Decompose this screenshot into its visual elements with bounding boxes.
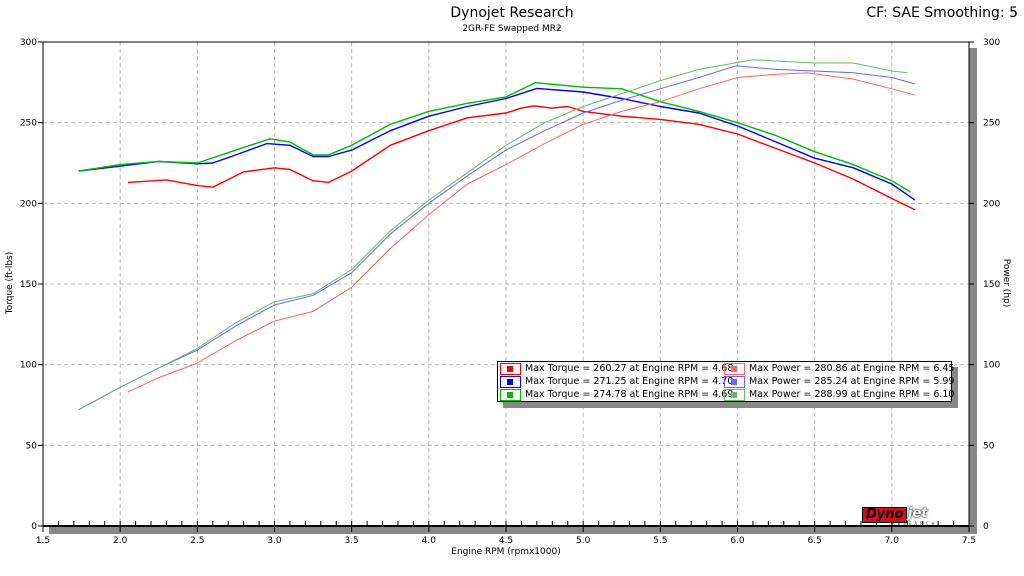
- y2-tick-label: 250: [983, 119, 1000, 129]
- legend-label: Max Torque = 274.78 at Engine RPM = 4.69: [525, 389, 734, 400]
- series-line-torque-1: [78, 87, 916, 201]
- legend-entry: Max Torque = 274.78 at Engine RPM = 4.69: [500, 388, 733, 401]
- plot-shadow-bottom: [49, 526, 977, 534]
- x-tick-label: 2.0: [113, 536, 128, 546]
- y2-tick-label: 150: [983, 280, 1000, 290]
- series-line-power-4: [78, 65, 916, 411]
- legend-swatch: [724, 375, 745, 388]
- x-tick-label: 7.5: [962, 536, 976, 546]
- y-tick-label: 250: [20, 119, 37, 129]
- legend-entry: Max Torque = 271.25 at Engine RPM = 4.70: [500, 375, 733, 388]
- legend-swatch: [500, 375, 521, 388]
- y-tick-label: 150: [20, 280, 37, 290]
- legend-label: Max Torque = 271.25 at Engine RPM = 4.70: [525, 376, 734, 387]
- x-tick-label: 3.5: [345, 536, 359, 546]
- plot-shadow-right: [969, 48, 977, 534]
- legend-swatch: [724, 388, 745, 401]
- legend: Max Torque = 260.27 at Engine RPM = 4.68…: [497, 361, 954, 402]
- legend-label: Max Power = 285.24 at Engine RPM = 5.99: [749, 376, 955, 387]
- x-axis-label: Engine RPM (rpmx1000): [451, 547, 561, 557]
- x-tick-label: 4.0: [422, 536, 437, 546]
- legend-entry: Max Torque = 260.27 at Engine RPM = 4.68: [500, 362, 733, 375]
- y2-tick-label: 100: [983, 361, 1000, 371]
- series-line-power-5: [78, 59, 908, 411]
- legend-label: Max Power = 280.86 at Engine RPM = 6.45: [749, 363, 955, 374]
- series-line-torque-0: [127, 105, 916, 211]
- x-tick-label: 5.0: [576, 536, 591, 546]
- legend-label: Max Power = 288.99 at Engine RPM = 6.10: [749, 389, 955, 400]
- x-tick-label: 5.5: [653, 536, 667, 546]
- y2-tick-label: 200: [983, 199, 1000, 209]
- y-tick-label: 0: [31, 522, 37, 532]
- x-tick-label: 7.0: [885, 536, 900, 546]
- chart-subtitle: 2GR-FE Swapped MR2: [462, 24, 562, 34]
- legend-swatch: [500, 388, 521, 401]
- y-axis-label: Torque (ft-lbs): [5, 251, 15, 315]
- legend-swatch: [724, 362, 745, 375]
- legend-entry: Max Power = 280.86 at Engine RPM = 6.45: [724, 362, 954, 375]
- legend-entry: Max Power = 285.24 at Engine RPM = 5.99: [724, 375, 954, 388]
- y2-axis-label: Power (hp): [1001, 258, 1011, 308]
- y-tick-label: 50: [26, 441, 38, 451]
- y2-tick-label: 0: [983, 522, 989, 532]
- x-tick-label: 6.0: [730, 536, 745, 546]
- series-line-torque-2: [78, 81, 911, 193]
- legend-label: Max Torque = 260.27 at Engine RPM = 4.68: [525, 363, 734, 374]
- x-tick-label: 2.5: [190, 536, 204, 546]
- series-line-power-3: [127, 72, 916, 393]
- legend-entry: Max Power = 288.99 at Engine RPM = 6.10: [724, 388, 954, 401]
- y-tick-label: 300: [20, 38, 37, 48]
- y-tick-label: 100: [20, 361, 37, 371]
- y2-tick-label: 50: [983, 441, 995, 451]
- chart-title: Dynojet Research: [450, 5, 574, 21]
- dynojet-logo: Dyno jet RESEARCH: [862, 507, 962, 526]
- x-tick-label: 4.5: [499, 536, 513, 546]
- y-tick-label: 200: [20, 199, 37, 209]
- x-tick-label: 6.5: [808, 536, 822, 546]
- y2-tick-label: 300: [983, 38, 1000, 48]
- legend-swatch: [500, 362, 521, 375]
- x-tick-label: 1.5: [36, 536, 50, 546]
- x-tick-label: 3.0: [267, 536, 282, 546]
- cf-smoothing-info: CF: SAE Smoothing: 5: [866, 5, 1018, 21]
